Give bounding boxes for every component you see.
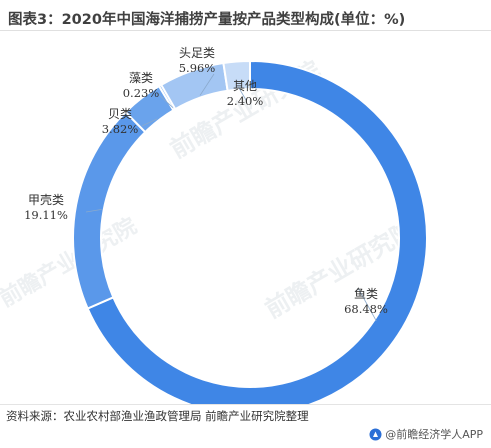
slice-label: 鱼类: [354, 287, 378, 301]
brand-logo-icon: [369, 428, 382, 440]
donut-slice: [86, 59, 428, 416]
slice-value-label: 5.96%: [179, 61, 216, 75]
slice-label: 甲壳类: [28, 193, 64, 207]
slice-value-label: 2.40%: [227, 94, 264, 108]
leader-line: [357, 287, 377, 322]
leader-line: [141, 118, 158, 127]
brand-text: @前瞻经济学人APP: [385, 428, 483, 441]
leader-line: [85, 208, 102, 213]
slice-label: 头足类: [179, 46, 215, 60]
leader-line: [238, 87, 247, 101]
title-divider: [0, 30, 491, 31]
leader-line: [199, 73, 215, 96]
donut-slice: [72, 110, 147, 310]
slice-label: 贝类: [108, 107, 132, 121]
leader-line: [157, 93, 174, 109]
chart-title: 图表3：2020年中国海洋捕捞产量按产品类型构成(单位：%): [8, 12, 406, 28]
chart-area: 鱼类 68.48% 甲壳类 19.11% 贝类 3.82% 藻类 0.23% 头足类 5.96% 其…: [0, 30, 491, 416]
slice-value-label: 19.11%: [24, 208, 68, 222]
slice-value-label: 68.48%: [344, 302, 388, 316]
slice-label: 其他: [233, 79, 257, 93]
footer-divider: [0, 404, 491, 405]
slice-value-label: 3.82%: [102, 122, 139, 136]
slice-value-label: 0.23%: [123, 86, 160, 100]
slice-label: 藻类: [129, 71, 153, 85]
brand-credit: @前瞻经济学人APP: [369, 426, 483, 442]
donut-slice: [222, 59, 251, 92]
source-note: 资料来源：农业农村部渔业渔政管理局 前瞻产业研究院整理: [6, 409, 309, 423]
